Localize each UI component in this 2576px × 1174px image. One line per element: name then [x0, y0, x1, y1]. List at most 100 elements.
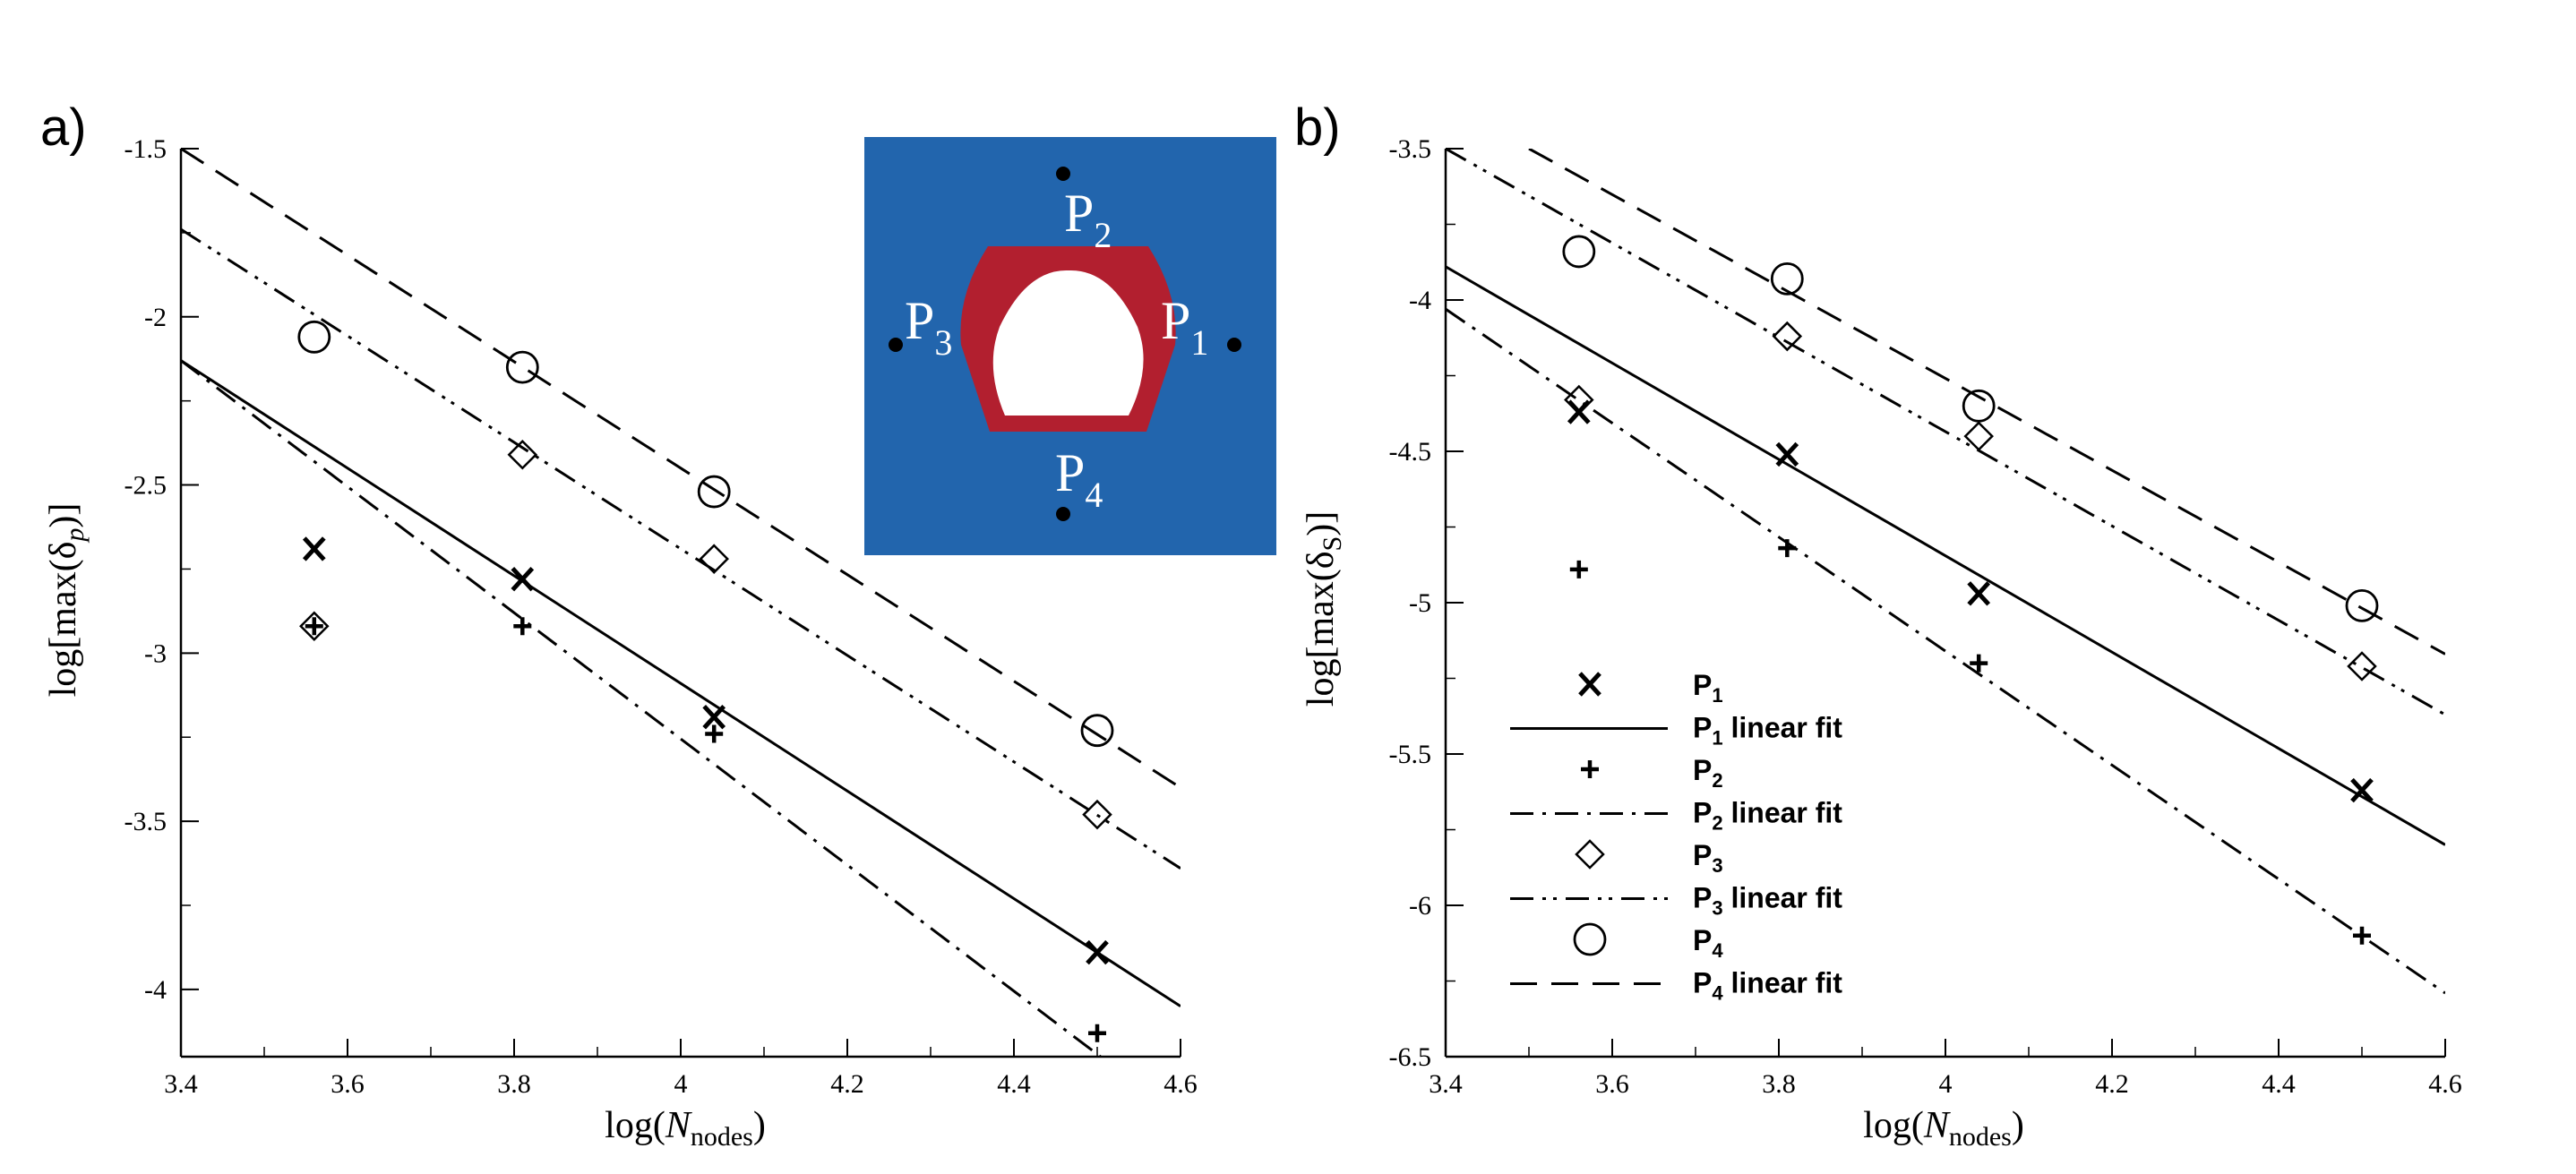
panel-a: a) 3.4 3.6 3.8 4 4.2 4.4 4.6 -1.5 -2 -2.5 -3 -3.5 -4… — [40, 99, 1198, 1152]
panel-a-x-axis-label: log(Nnodes) — [605, 1105, 766, 1152]
probe-p2-label: P2 — [1064, 184, 1112, 255]
panel-b-x-tick-label: 3.8 — [1762, 1069, 1796, 1099]
probe-p1-label: P1 — [1161, 291, 1208, 363]
panel-a-point-p4 — [697, 475, 731, 509]
panel-a-plot: 3.4 3.6 3.8 4 4.2 4.4 4.6 -1.5 -2 -2.5 -3 -3.5 -4 — [125, 134, 1198, 1099]
panel-a-point-p3 — [507, 439, 538, 470]
panel-b-fit-line-p3 — [1446, 149, 2445, 716]
probe-p1-dot — [1227, 338, 1241, 352]
panel-a-point-p4 — [297, 320, 331, 354]
panel-a-fit-line-p4 — [181, 149, 1181, 789]
panel-b: b) 3.4 3.6 3.8 4 4.2 4.4 4.6 -3.5 -4 -4.5 -5 -5.5 -6… — [1294, 99, 2462, 1152]
panel-b-x-axis-label: log(Nnodes) — [1863, 1105, 2024, 1152]
panel-b-point-p2 — [1569, 560, 1588, 578]
panel-b-point-p2 — [1970, 654, 1988, 673]
tunnel-opening — [992, 270, 1144, 416]
probe-p3-label: P3 — [905, 291, 952, 363]
panel-b-legend: P1 P1 linear fit P2 P2 linear fit P3 P3 linea… — [1510, 669, 1842, 1005]
panel-b-y-axis-label: log[max(δS)] — [1301, 511, 1347, 707]
panel-a-point-p3 — [1082, 799, 1112, 830]
panel-b-fit-line-p2 — [1446, 307, 2445, 995]
panel-a-point-p1 — [511, 567, 535, 592]
panel-a-fit-line-p2 — [181, 359, 1103, 1057]
panel-b-y-tick-label: -3.5 — [1389, 134, 1432, 164]
legend-label-4: P3 — [1693, 839, 1723, 877]
panel-a-point-p4 — [1080, 714, 1114, 748]
panel-a-x-tick-label: 3.4 — [164, 1069, 198, 1099]
panel-a-y-tick-label: -3.5 — [125, 807, 167, 836]
panel-b-fit-line-p1 — [1446, 265, 2445, 846]
panel-b-y-tick-label: -6 — [1409, 891, 1431, 921]
panel-b-point-p4 — [2345, 588, 2379, 622]
panel-b-point-p2 — [1778, 539, 1797, 558]
panel-b-y-tick-label: -5.5 — [1389, 740, 1432, 769]
panel-b-x-tick-label: 4 — [1939, 1069, 1953, 1099]
panel-b-x-tick-label: 4.4 — [2262, 1069, 2296, 1099]
panel-a-y-tick-label: -4 — [144, 975, 167, 1005]
legend-label-0: P1 — [1693, 669, 1723, 707]
panel-a-x-tick-label: 3.8 — [497, 1069, 531, 1099]
panel-b-point-p3 — [2347, 651, 2377, 681]
panel-b-point-p1 — [2350, 777, 2374, 803]
probe-p2-dot — [1056, 167, 1070, 181]
panel-a-point-p2 — [513, 617, 532, 636]
legend-marker-0 — [1578, 672, 1601, 697]
panel-b-point-p2 — [2353, 926, 2371, 945]
panel-a-y-tick-label: -1.5 — [125, 134, 167, 164]
panel-b-point-p3 — [1963, 421, 1994, 451]
probe-p4-dot — [1056, 507, 1070, 521]
panel-a-point-p3 — [699, 544, 729, 574]
panel-a-fit-line-p1 — [181, 359, 1181, 1007]
panel-b-point-p3 — [1564, 384, 1594, 416]
panel-a-point-p4 — [505, 350, 539, 384]
panel-b-fit-line-p4 — [1528, 149, 2445, 656]
panel-a-x-tick-label: 4.2 — [830, 1069, 864, 1099]
panel-b-x-tick-label: 3.6 — [1595, 1069, 1629, 1099]
legend-marker-2 — [1581, 760, 1599, 778]
probe-p4-label: P4 — [1055, 443, 1103, 515]
probe-p3-dot — [889, 338, 903, 352]
panel-b-point-p1 — [1775, 441, 1799, 467]
legend-label-1: P1 linear fit — [1693, 712, 1842, 750]
panel-a-point-p2 — [1088, 1024, 1106, 1042]
panel-b-point-p4 — [1562, 235, 1596, 269]
panel-b-point-p1 — [1967, 581, 1991, 606]
panel-b-point-p4 — [1962, 389, 1996, 423]
panel-b-letter: b) — [1294, 99, 1341, 157]
legend-label-5: P3 linear fit — [1693, 882, 1842, 920]
panel-a-point-p2 — [305, 617, 323, 636]
panel-b-x-tick-label: 3.4 — [1429, 1069, 1463, 1099]
panel-b-plot: 3.4 3.6 3.8 4 4.2 4.4 4.6 -3.5 -4 -4.5 -5 -5.5 -6 -6.… — [1389, 134, 2462, 1099]
panel-a-fit-line-p3 — [181, 227, 1181, 870]
panel-b-point-p4 — [1770, 261, 1804, 296]
tunnel-inset: P2 P3 P1 P4 — [864, 137, 1276, 555]
legend-marker-4 — [1575, 839, 1605, 870]
legend-marker-6 — [1573, 922, 1607, 956]
panel-b-point-p3 — [1772, 321, 1803, 352]
panel-b-y-tick-label: -6.5 — [1389, 1042, 1432, 1072]
panel-a-y-tick-label: -2 — [144, 303, 167, 332]
panel-a-x-tick-label: 3.6 — [331, 1069, 365, 1099]
panel-a-y-axis-label: log[max(δp)] — [43, 503, 90, 698]
legend-label-7: P4 linear fit — [1693, 967, 1842, 1005]
panel-a-y-tick-label: -3 — [144, 638, 167, 668]
panel-b-x-tick-label: 4.6 — [2428, 1069, 2462, 1099]
legend-label-2: P2 — [1693, 754, 1723, 792]
legend-label-6: P4 — [1693, 924, 1723, 962]
panel-a-point-p1 — [702, 704, 726, 730]
legend-label-3: P2 linear fit — [1693, 797, 1842, 835]
panel-a-point-p2 — [705, 724, 724, 743]
panel-b-y-tick-label: -4.5 — [1389, 437, 1432, 467]
panel-a-letter: a) — [40, 99, 87, 157]
panel-a-point-p1 — [302, 536, 326, 561]
panel-a-x-tick-label: 4 — [674, 1069, 688, 1099]
panel-a-x-tick-label: 4.4 — [997, 1069, 1031, 1099]
panel-b-x-tick-label: 4.2 — [2095, 1069, 2129, 1099]
panel-a-point-p1 — [1086, 939, 1109, 965]
panel-a-point-p3 — [299, 611, 330, 642]
panel-b-y-tick-label: -4 — [1409, 286, 1431, 315]
panel-a-x-tick-label: 4.6 — [1163, 1069, 1198, 1099]
panel-b-y-tick-label: -5 — [1409, 588, 1431, 618]
panel-a-y-tick-label: -2.5 — [125, 471, 167, 501]
